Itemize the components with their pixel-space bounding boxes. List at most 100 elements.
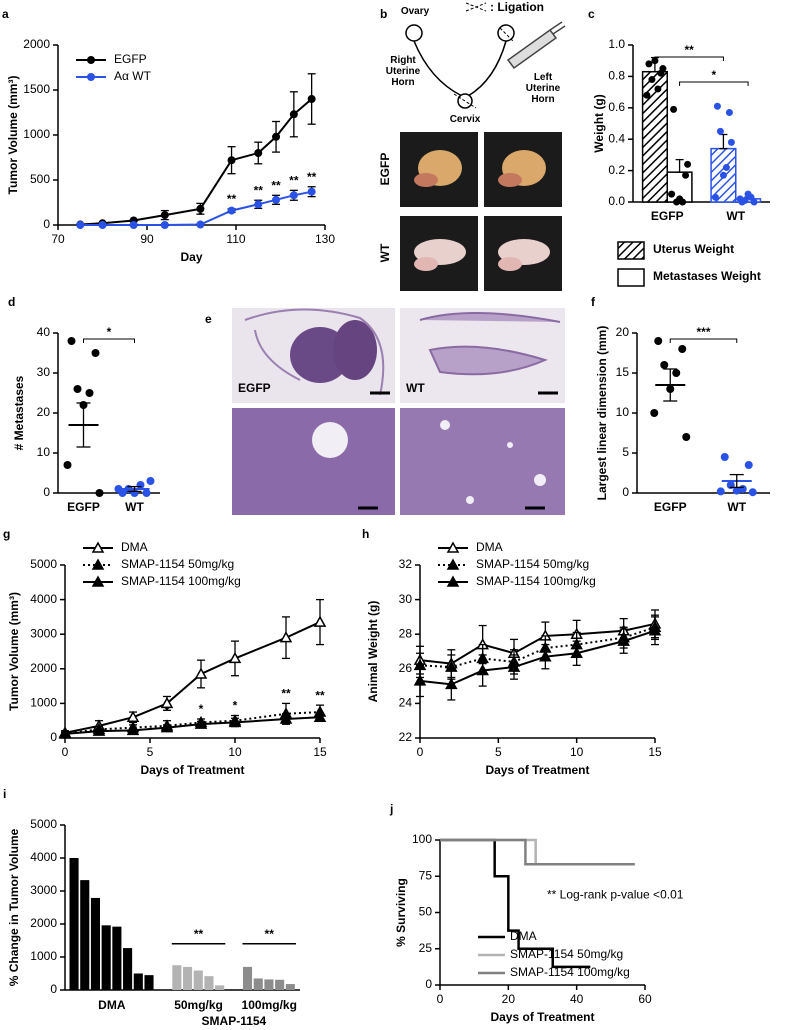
legend-label: SMAP-1154 50mg/kg (121, 557, 234, 571)
legend-label: SMAP-1154 100mg/kg (510, 965, 630, 979)
legend-label: SMAP-1154 100mg/kg (476, 574, 596, 588)
vacuole (534, 474, 546, 486)
legend-label: SMAP-1154 100mg/kg (121, 574, 241, 588)
bar (285, 984, 295, 990)
image-label: EGFP (238, 381, 271, 395)
y-tick-label: 0 (50, 982, 57, 996)
x-tick-label: 60 (638, 992, 652, 1006)
legend-marker (446, 558, 460, 570)
histology (232, 408, 395, 515)
error-bar (76, 402, 91, 448)
y-axis-label: Largest linear dimension (mm) (595, 326, 609, 501)
legend-label: Aα WT (114, 69, 152, 83)
y-tick-label: 50 (419, 905, 433, 919)
data-point (711, 193, 719, 201)
data-point (659, 65, 667, 73)
panel-label: e (205, 312, 212, 326)
significance-bracket (654, 56, 724, 61)
ovary-label: Ovary (400, 6, 430, 17)
y-tick-label: 0.8 (608, 69, 625, 83)
x-tick-label: EGFP (67, 500, 100, 514)
y-tick-label: 0 (50, 730, 57, 744)
data-point (645, 60, 653, 68)
data-point (136, 481, 145, 489)
significance: * (233, 699, 238, 713)
y-tick-label: 2000 (30, 661, 57, 675)
x-tick-label: 5 (495, 745, 502, 759)
x-axis-label: Days of Treatment (485, 763, 589, 777)
y-tick-label: 0.0 (608, 194, 625, 208)
significance-bracket (669, 338, 738, 343)
marker (254, 200, 263, 209)
marker (507, 660, 521, 672)
y-tick-label: 30 (37, 365, 51, 379)
y-tick-label: 10 (37, 445, 51, 459)
data-point (650, 409, 659, 417)
marker (76, 221, 85, 229)
marker (307, 187, 316, 196)
x-tick-label: WT (727, 500, 746, 514)
x-tick-label: 5 (147, 745, 154, 759)
panel-label: g (3, 527, 10, 541)
error-bar (675, 158, 684, 173)
y-tick-label: 4000 (30, 850, 57, 864)
legend-marker (446, 575, 460, 587)
panel-label: d (8, 295, 15, 309)
survival-curve (440, 838, 591, 969)
data-point (744, 461, 753, 469)
x-tick-label: 40 (570, 992, 584, 1006)
survival-curve (440, 838, 635, 866)
marker (194, 667, 208, 679)
ligation-marks (453, 27, 515, 109)
marker (160, 211, 169, 220)
marker (228, 651, 242, 664)
syringe (506, 21, 566, 70)
uterine-horn (413, 40, 507, 97)
bar (204, 976, 214, 990)
y-tick-label: 4000 (30, 592, 57, 606)
data-point (748, 488, 757, 497)
data-point (146, 477, 155, 485)
y-tick-label: 0.4 (608, 131, 625, 145)
marker (617, 634, 630, 646)
y-tick-label: 1.0 (608, 37, 625, 51)
error-bar (719, 133, 728, 150)
bar (69, 858, 79, 990)
panel-label: c (588, 7, 595, 21)
x-axis-label: Day (180, 250, 202, 264)
series-line (64, 621, 321, 734)
panel-label: j (389, 802, 393, 816)
marker (196, 204, 205, 213)
significance: *** (696, 325, 710, 339)
bar (90, 897, 101, 990)
tissue (498, 257, 522, 271)
y-axis-label: Tumor Volume (mm³) (7, 592, 21, 711)
bar (641, 70, 669, 203)
bar (144, 975, 154, 990)
y-tick-label: 20 (616, 325, 630, 339)
x-tick-label: 0 (62, 745, 69, 759)
cervix (457, 93, 473, 109)
y-tick-label: 0 (43, 217, 50, 231)
error-bar (663, 368, 678, 402)
data-point (722, 163, 730, 171)
y-tick-label: 26 (399, 661, 413, 675)
group-label: 100mg/kg (242, 998, 297, 1012)
bar (275, 979, 285, 990)
x-tick-label: WT (726, 209, 745, 223)
bar (183, 966, 193, 990)
marker (160, 221, 169, 229)
significance: ** (315, 688, 325, 702)
row-label: WT (378, 243, 392, 262)
data-point (91, 349, 100, 357)
x-tick-label: 70 (51, 232, 65, 246)
significance: * (165, 704, 170, 718)
marker (570, 646, 583, 658)
legend-swatch (617, 241, 645, 260)
marker (92, 724, 106, 736)
survival-curve (440, 838, 635, 866)
legend-label: Metastases Weight (653, 269, 761, 283)
data-point (85, 389, 94, 397)
vacuole (312, 422, 348, 458)
